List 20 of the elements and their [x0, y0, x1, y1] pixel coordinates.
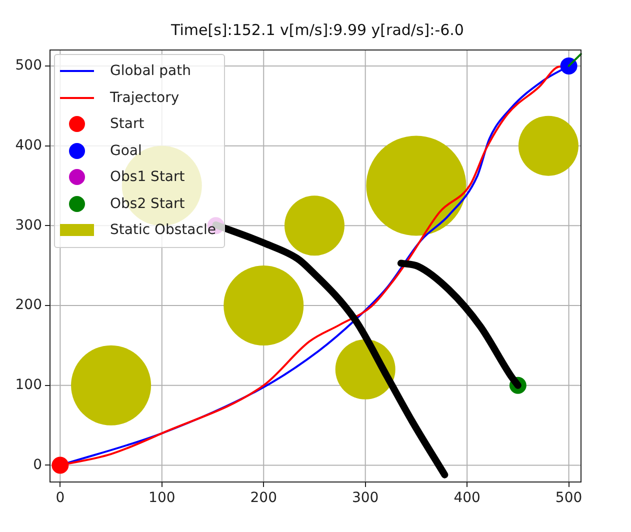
x-tick-label: 200: [250, 490, 277, 506]
y-tick-label: 500: [15, 58, 42, 74]
legend-label: Goal: [110, 142, 142, 159]
legend-label: Static Obstacle: [110, 222, 216, 238]
x-tick-label: 400: [454, 490, 480, 506]
y-tick-label: 200: [15, 297, 42, 314]
y-tick-label: 100: [15, 377, 42, 394]
legend-label: Obs1 Start: [110, 169, 185, 186]
legend-label: Trajectory: [110, 90, 180, 106]
y-tick-label: 300: [15, 217, 42, 234]
x-tick-label: 100: [148, 490, 176, 506]
x-tick-label: 300: [352, 490, 379, 506]
y-tick-label: 400: [15, 137, 42, 154]
legend-label: Obs2 Start: [110, 196, 185, 212]
x-tick-label: 0: [56, 490, 65, 506]
legend-label: Global path: [110, 63, 191, 80]
x-tick-label: 500: [555, 490, 582, 506]
legend-label: Start: [110, 116, 144, 132]
y-tick-label: 0: [33, 456, 42, 473]
chart-title: Time[s]:152.1 v[m/s]:9.99 y[rad/s]:-6.0: [170, 20, 464, 39]
